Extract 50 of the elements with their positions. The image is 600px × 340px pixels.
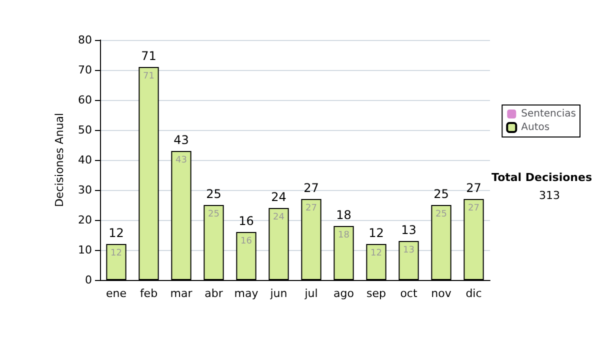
total-label: 12 [108, 226, 124, 240]
total-label: 24 [271, 190, 286, 204]
text: 313 [539, 189, 560, 202]
data-label: 16 [240, 236, 252, 246]
x-tick-label: ene [106, 287, 127, 300]
y-tick-label: 0 [85, 274, 92, 286]
total-label: 43 [174, 133, 189, 147]
x-tick-label: mar [170, 287, 193, 300]
data-label: 12 [370, 248, 382, 258]
y-tick-label: 80 [78, 34, 92, 46]
y-tick-label: 70 [78, 64, 92, 76]
x-tick-label: dic [466, 287, 482, 300]
total-label: 25 [434, 187, 449, 201]
total-label: 27 [466, 181, 482, 195]
data-label: 12 [110, 248, 122, 258]
x-tick-label: sep [366, 287, 386, 300]
y-tick-label: 50 [78, 124, 92, 136]
x-tick-label: nov [431, 287, 452, 300]
x-tick-label: feb [140, 287, 158, 300]
text: Total Decisiones [492, 171, 592, 184]
data-label: 13 [403, 246, 414, 256]
y-tick-label: 60 [78, 94, 92, 106]
data-label: 43 [176, 156, 187, 166]
total-label: 25 [206, 187, 222, 201]
data-label: 25 [208, 210, 220, 220]
x-tick-label: jun [269, 287, 288, 300]
data-label: 27 [306, 204, 317, 214]
total-label: 12 [368, 226, 384, 240]
total-label: 16 [238, 214, 254, 228]
total-label: 18 [336, 208, 352, 222]
legend-label: Sentencias [521, 108, 576, 120]
legend-label: Autos [521, 122, 550, 133]
x-tick-label: may [234, 287, 259, 300]
x-tick-label: oct [400, 287, 418, 300]
data-label: 24 [273, 212, 285, 222]
y-tick-label: 30 [78, 184, 92, 196]
y-tick-label: 40 [78, 154, 92, 166]
data-label: 25 [436, 210, 447, 220]
y-axis-title: Decisiones Anual [53, 112, 66, 208]
y-tick-label: 20 [78, 214, 92, 226]
total-label: 13 [401, 223, 416, 237]
data-label: 18 [338, 230, 350, 240]
x-tick-label: abr [204, 287, 224, 300]
y-tick-label: 10 [78, 244, 92, 256]
data-label: 27 [468, 204, 480, 214]
x-tick-label: ago [334, 287, 354, 300]
total-label: 71 [141, 49, 156, 63]
x-tick-label: jul [304, 287, 318, 300]
total-label: 27 [304, 181, 319, 195]
data-label: 71 [143, 72, 154, 82]
